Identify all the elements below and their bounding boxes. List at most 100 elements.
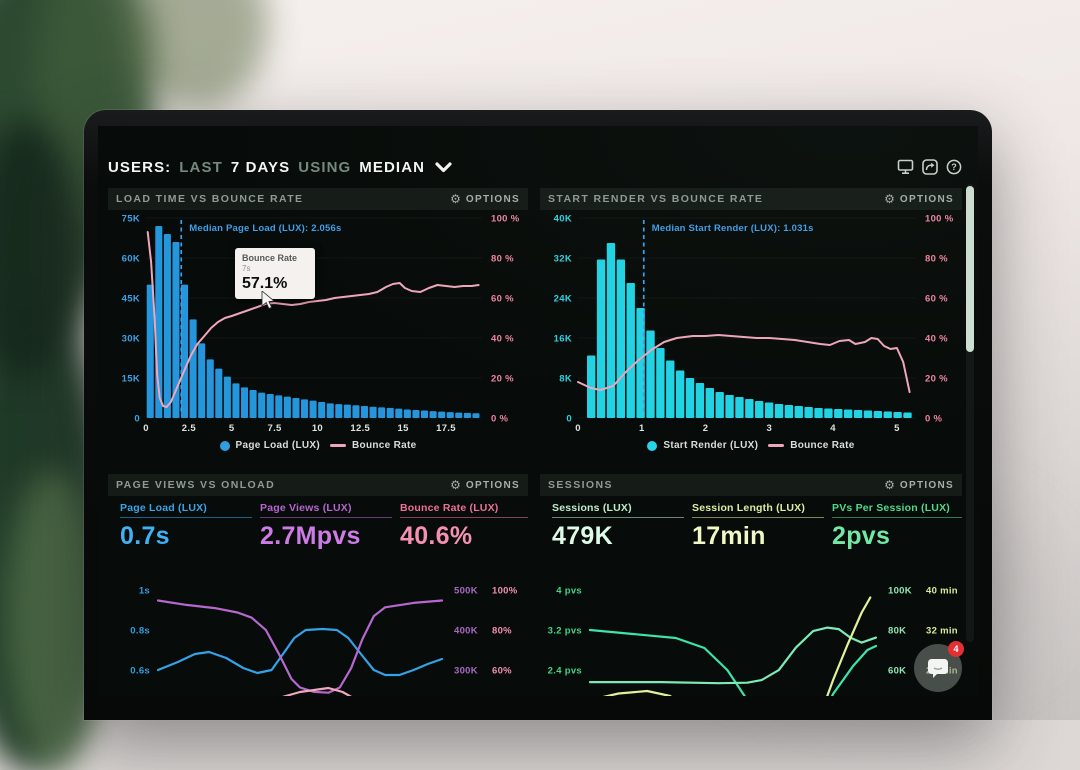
metrics-row: Sessions (LUX) 479K Session Length (LUX)… [540,502,962,551]
svg-text:500K: 500K [454,586,478,597]
svg-text:40 %: 40 % [491,334,514,345]
start-render-chart[interactable]: 40K 100 % 32K 80 % 24K 60 % 16K 40 % 8K 20 % 0 0 % M… [540,212,962,435]
svg-text:80 %: 80 % [925,254,948,265]
scrollbar-thumb[interactable] [966,186,974,352]
header-toolbar: ? [897,159,962,175]
chart-legend: Start Render (LUX) Bounce Rate [540,440,962,451]
legend-item[interactable]: Start Render (LUX) [647,440,758,451]
metrics-row: Page Load (LUX) 0.7s Page Views (LUX) 2.… [108,502,528,551]
metric-underline [120,517,252,518]
title-segment: 7 DAYS [230,158,291,176]
svg-text:Median Page Load (LUX): 2.056s: Median Page Load (LUX): 2.056s [189,223,341,234]
panel-header: PAGE VIEWS VS ONLOAD ⚙ OPTIONS [108,474,528,496]
svg-text:0 %: 0 % [925,414,943,425]
chat-button[interactable]: 4 [914,641,964,692]
title-segment: USERS: [108,158,172,176]
options-label: OPTIONS [899,479,954,491]
legend-item[interactable]: Page Load (LUX) [219,440,321,451]
svg-text:10: 10 [312,423,323,434]
options-label: OPTIONS [899,193,954,205]
options-button[interactable]: ⚙ OPTIONS [450,193,520,205]
svg-text:7.5: 7.5 [268,423,283,434]
chevron-down-icon[interactable] [435,161,452,173]
metric-underline [260,517,392,518]
legend-dot-swatch [219,440,230,451]
svg-text:4 pvs: 4 pvs [556,586,582,597]
svg-text:40 min: 40 min [926,586,958,597]
panel-title: LOAD TIME VS BOUNCE RATE [116,193,304,205]
panel-header: SESSIONS ⚙ OPTIONS [540,474,962,496]
svg-text:0: 0 [134,414,140,425]
monitor-icon[interactable] [897,159,914,175]
gear-icon: ⚙ [450,192,461,206]
load-time-chart[interactable]: 75K 100 % 60K 80 % 45K 60 % 30K 40 % 15K 20 % 0 0 %… [108,212,528,435]
svg-text:0 %: 0 % [491,414,509,425]
svg-text:0: 0 [575,423,581,434]
title-segment: LAST [179,158,223,176]
svg-text:5: 5 [229,423,235,434]
svg-text:300K: 300K [454,666,478,677]
options-button[interactable]: ⚙ OPTIONS [884,193,954,205]
svg-text:60 %: 60 % [491,294,514,305]
svg-text:16K: 16K [554,334,572,345]
svg-text:100 %: 100 % [925,214,954,225]
help-icon[interactable]: ? [946,159,962,175]
gear-icon: ⚙ [884,478,895,492]
svg-text:2: 2 [703,423,709,434]
legend-item[interactable]: Bounce Rate [330,440,416,451]
svg-text:8K: 8K [559,374,572,385]
legend-item[interactable]: Bounce Rate [768,440,854,451]
svg-text:15K: 15K [122,374,140,385]
svg-text:2.4 pvs: 2.4 pvs [548,666,582,677]
title-segment: USING [298,158,352,176]
svg-text:100%: 100% [492,586,518,597]
dashboard-header: USERS: LAST 7 DAYS USING MEDIAN [108,152,962,182]
svg-text:0: 0 [566,414,572,425]
svg-text:60K: 60K [122,254,140,265]
svg-text:60K: 60K [888,666,906,677]
chart-legend: Page Load (LUX) Bounce Rate [108,440,528,451]
svg-text:?: ? [951,162,957,172]
svg-text:3: 3 [767,423,773,434]
svg-text:12.5: 12.5 [350,423,370,434]
svg-text:32K: 32K [554,254,572,265]
legend-dot-swatch [647,440,658,451]
panel-header: LOAD TIME VS BOUNCE RATE ⚙ OPTIONS [108,188,528,210]
panel-sessions: SESSIONS ⚙ OPTIONS Sessions (LUX) 479K S… [540,474,962,696]
options-label: OPTIONS [465,479,520,491]
svg-text:60 %: 60 % [925,294,948,305]
metric-underline [552,517,684,518]
metric-sessions: Sessions (LUX) 479K [552,502,684,551]
svg-text:2.5: 2.5 [182,423,197,434]
share-icon[interactable] [922,159,938,175]
svg-text:30K: 30K [122,334,140,345]
svg-text:100 %: 100 % [491,214,520,225]
svg-text:32 min: 32 min [926,626,958,637]
dashboard-title-dropdown[interactable]: USERS: LAST 7 DAYS USING MEDIAN [108,159,452,176]
panel-header: START RENDER VS BOUNCE RATE ⚙ OPTIONS [540,188,962,210]
metric-session-length: Session Length (LUX) 17min [692,502,824,551]
options-button[interactable]: ⚙ OPTIONS [450,479,520,491]
svg-text:24K: 24K [554,294,572,305]
svg-text:400K: 400K [454,626,478,637]
svg-text:4: 4 [830,423,836,434]
svg-text:20 %: 20 % [925,374,948,385]
svg-text:40K: 40K [554,214,572,225]
svg-text:0: 0 [143,423,149,434]
options-button[interactable]: ⚙ OPTIONS [884,479,954,491]
legend-line-swatch [768,444,785,447]
chat-unread-badge: 4 [948,641,964,657]
metric-bounce-rate: Bounce Rate (LUX) 40.6% [400,502,528,551]
svg-text:0.8s: 0.8s [130,626,150,637]
svg-text:3.2 pvs: 3.2 pvs [548,626,582,637]
svg-text:80 %: 80 % [491,254,514,265]
panel-load-time: LOAD TIME VS BOUNCE RATE ⚙ OPTIONS 75K 10… [108,188,528,470]
metric-pvs-per-session: PVs Per Session (LUX) 2pvs [832,502,962,551]
chart-tooltip: Bounce Rate 7s 57.1% [235,248,315,299]
legend-line-swatch [330,444,347,447]
page-views-chart[interactable]: 1s0.8s0.6s0.4s500K400K300K200K100%80%60%… [108,574,528,696]
svg-text:15: 15 [398,423,410,434]
gear-icon: ⚙ [450,478,461,492]
scrollbar-track[interactable] [966,184,974,642]
